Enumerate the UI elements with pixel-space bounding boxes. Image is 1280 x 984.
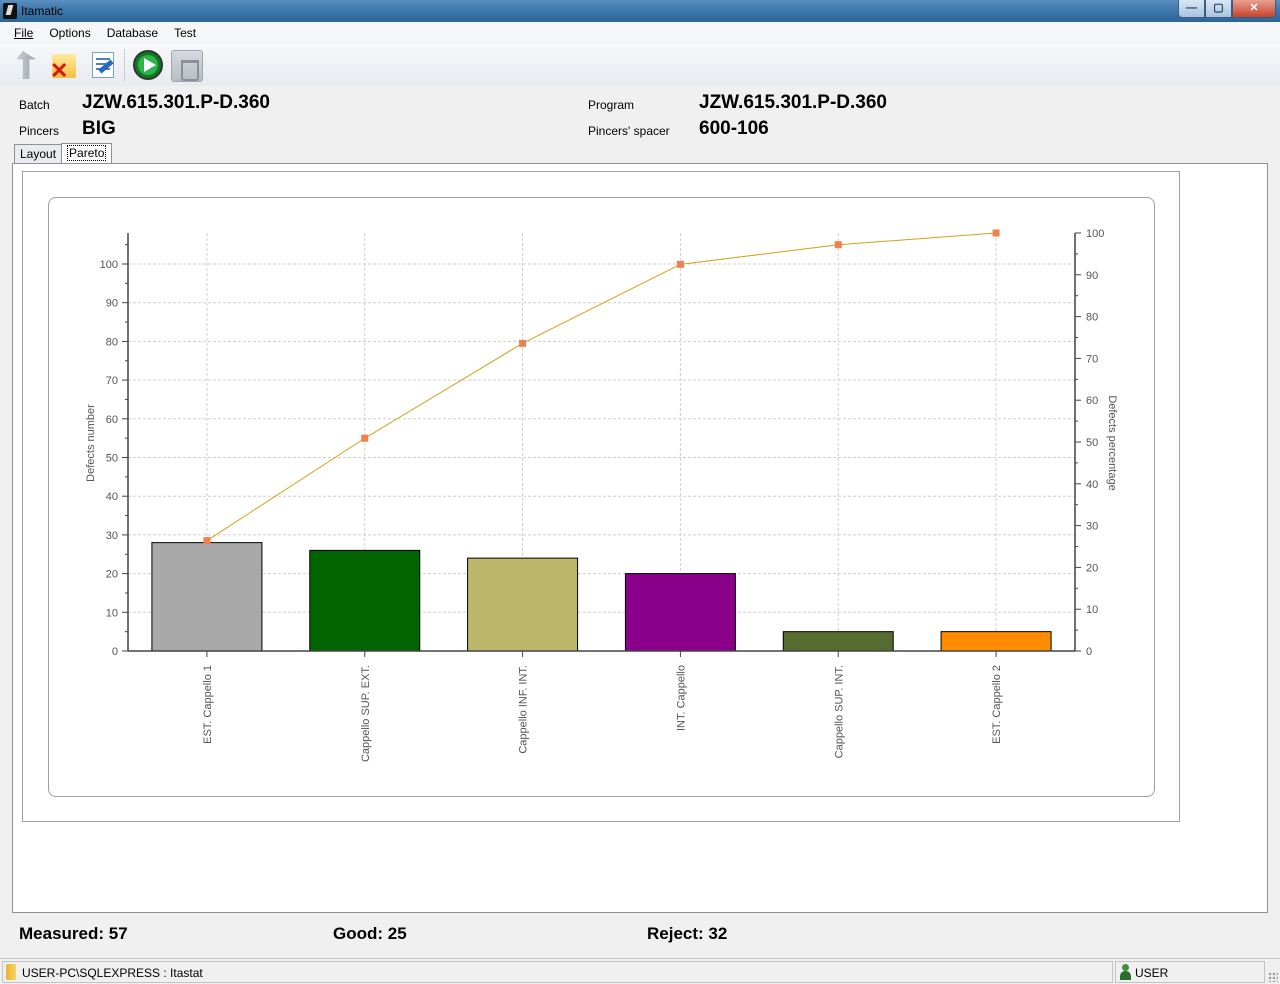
y-axis-label: Defects number <box>85 404 97 482</box>
y2-tick-label: 90 <box>1086 270 1098 282</box>
batch-info: Batch JZW.615.301.P-D.360 Pincers BIG Pr… <box>0 88 1280 144</box>
chart-cumulative-line <box>203 229 1000 545</box>
program-value: JZW.615.301.P-D.360 <box>699 92 887 113</box>
title-bar: Itamatic — ▢ ✕ <box>0 0 1280 22</box>
cumulative-marker <box>519 339 527 347</box>
spacer-value: 600-106 <box>699 118 769 139</box>
connection-panel: USER-PC\SQLEXPRESS : Itastat <box>2 961 1113 983</box>
y-tick-label: 40 <box>106 491 118 503</box>
bar <box>151 542 263 652</box>
window-controls: — ▢ ✕ <box>1178 0 1276 18</box>
database-icon <box>6 964 16 980</box>
y-tick-label: 70 <box>106 375 118 387</box>
toolbar: ✕ <box>0 44 1280 86</box>
y2-tick-label: 50 <box>1086 437 1098 449</box>
close-folder-icon <box>52 54 76 78</box>
export-button[interactable] <box>8 48 42 82</box>
cumulative-marker <box>361 434 369 442</box>
bar <box>782 631 894 652</box>
cumulative-line <box>206 232 997 542</box>
y-tick-label: 10 <box>106 607 118 619</box>
pincers-value: BIG <box>82 118 116 139</box>
batch-value: JZW.615.301.P-D.360 <box>82 92 270 113</box>
status-bar: USER-PC\SQLEXPRESS : Itastat USER <box>0 958 1280 984</box>
bar <box>940 631 1052 652</box>
y-tick-label: 60 <box>106 414 118 426</box>
y2-tick-label: 20 <box>1086 562 1098 574</box>
spacer-label: Pincers' spacer <box>588 124 670 138</box>
y2-tick-label: 0 <box>1086 646 1092 658</box>
y-tick-label: 0 <box>112 646 118 658</box>
cumulative-marker <box>676 260 684 268</box>
counts-bar: Measured: 57 Good: 25 Reject: 32 <box>0 924 1280 950</box>
cumulative-marker <box>992 229 1000 237</box>
x-tick-label: EST. Cappello 1 <box>202 665 214 744</box>
y2-tick-label: 80 <box>1086 312 1098 324</box>
y2-tick-label: 30 <box>1086 521 1098 533</box>
edit-button[interactable] <box>84 48 118 82</box>
y-tick-label: 30 <box>106 530 118 542</box>
bar <box>309 549 421 652</box>
good-count: Good: 25 <box>333 924 407 943</box>
bar <box>624 573 736 652</box>
tab-pareto[interactable]: Pareto <box>61 143 113 163</box>
maximize-button[interactable]: ▢ <box>1205 0 1232 18</box>
x-tick-label: Cappello SUP. INT. <box>833 665 845 758</box>
bar <box>467 557 579 652</box>
y2-tick-label: 10 <box>1086 604 1098 616</box>
resize-grip-icon[interactable] <box>1268 972 1278 982</box>
delete-button[interactable] <box>169 48 203 82</box>
y-tick-label: 80 <box>106 336 118 348</box>
pincers-label: Pincers <box>19 124 60 138</box>
run-icon <box>133 50 163 80</box>
user-icon <box>1119 964 1131 980</box>
tab-pareto-label: Pareto <box>67 145 107 161</box>
program-label: Program <box>588 98 635 112</box>
menu-test[interactable]: Test <box>174 26 197 40</box>
y2-axis-label: Defects percentage <box>1106 395 1118 490</box>
menu-bar: File Options Database Test <box>0 22 1280 44</box>
cumulative-marker <box>834 241 842 249</box>
chart-axes: 0 10 20 30 40 50 60 70 80 90 100 0 10 20 30 40 50 60 70 80 9… <box>100 228 1105 762</box>
trash-icon <box>171 50 203 82</box>
run-button[interactable] <box>131 48 165 82</box>
y2-tick-label: 60 <box>1086 395 1098 407</box>
x-tick-label: EST. Cappello 2 <box>991 665 1003 744</box>
reject-count: Reject: 32 <box>647 924 728 943</box>
batch-label: Batch <box>19 98 50 112</box>
x-tick-label: INT. Cappello <box>675 665 687 731</box>
user-panel: USER <box>1115 961 1265 983</box>
close-batch-button[interactable]: ✕ <box>46 48 80 82</box>
y-tick-label: 50 <box>106 453 118 465</box>
chart-grid <box>128 233 1075 651</box>
chart-bars <box>151 542 1052 652</box>
y-tick-label: 20 <box>106 569 118 581</box>
connection-text: USER-PC\SQLEXPRESS : Itastat <box>22 966 203 980</box>
y2-tick-label: 40 <box>1086 479 1098 491</box>
app-icon <box>3 3 17 19</box>
y-tick-label: 100 <box>100 259 118 271</box>
y-tick-label: 90 <box>106 298 118 310</box>
cumulative-marker <box>203 537 211 545</box>
tab-strip: Layout Pareto <box>14 143 113 164</box>
y2-tick-label: 100 <box>1086 228 1104 240</box>
y2-tick-label: 70 <box>1086 353 1098 365</box>
measured-count: Measured: 57 <box>19 924 128 943</box>
close-button[interactable]: ✕ <box>1232 0 1276 18</box>
menu-file[interactable]: File <box>14 26 34 40</box>
menu-database[interactable]: Database <box>106 26 159 40</box>
x-tick-label: Cappello INF. INT. <box>518 665 530 754</box>
x-tick-label: Cappello SUP. EXT. <box>360 665 372 762</box>
menu-options[interactable]: Options <box>49 26 91 40</box>
user-text: USER <box>1135 966 1169 980</box>
chart-area <box>48 197 1155 797</box>
window-title: Itamatic <box>21 4 64 18</box>
minimize-button[interactable]: — <box>1178 0 1205 18</box>
close-x-icon: ✕ <box>50 58 69 83</box>
toolbar-separator <box>124 49 125 81</box>
